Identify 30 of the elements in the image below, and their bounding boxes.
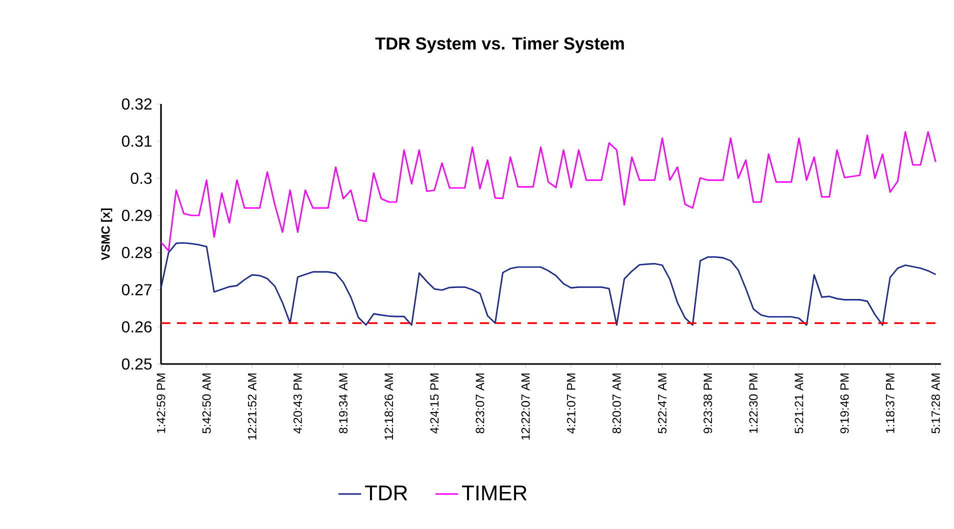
y-tick-label: 0.27 <box>122 284 152 296</box>
x-tick-label: 1:22:30 PM <box>749 374 758 433</box>
y-tick-label: 0.32 <box>122 98 152 110</box>
x-tick-label: 5:21:21 AM <box>794 374 804 434</box>
x-tick-label: 1:42:59 PM <box>156 374 166 433</box>
y-tick-label: 0.25 <box>122 358 152 370</box>
x-tick-label: 5:22:47 AM <box>658 374 667 434</box>
x-tick-label: 12:21:52 AM <box>248 374 256 440</box>
legend-label: TDR <box>364 486 408 500</box>
y-axis-title: VSMC [x] <box>101 208 112 260</box>
x-tick-label: 9:19:46 PM <box>840 374 849 434</box>
x-tick-label: 8:23:07 AM <box>476 374 484 434</box>
legend-label: TIMER <box>462 486 527 500</box>
x-tick-label: 5:42:50 AM <box>202 374 211 434</box>
x-tick-label: 4:20:43 PM <box>293 374 302 434</box>
x-tick-label: 5:17:28 AM <box>931 374 940 434</box>
chart-title: TDR System vs. Timer System <box>375 36 624 54</box>
y-tick-label: 0.28 <box>122 246 152 258</box>
x-tick-label: 8:20:07 AM <box>612 374 621 434</box>
x-tick-label: 1:18:37 PM <box>886 374 894 433</box>
x-tick-label: 12:22:07 AM <box>521 374 530 440</box>
x-tick-label: 12:18:26 AM <box>384 374 394 440</box>
y-tick-label: 0.31 <box>122 136 152 147</box>
y-tick-label: 0.3 <box>130 172 152 184</box>
x-tick-label: 9:23:38 PM <box>704 374 712 434</box>
x-tick-label: 4:24:15 PM <box>430 374 439 434</box>
y-tick-label: 0.26 <box>122 321 152 332</box>
y-tick-label: 0.29 <box>122 210 152 222</box>
x-tick-label: 8:19:34 AM <box>339 374 348 434</box>
x-tick-label: 4:21:07 PM <box>566 374 576 434</box>
